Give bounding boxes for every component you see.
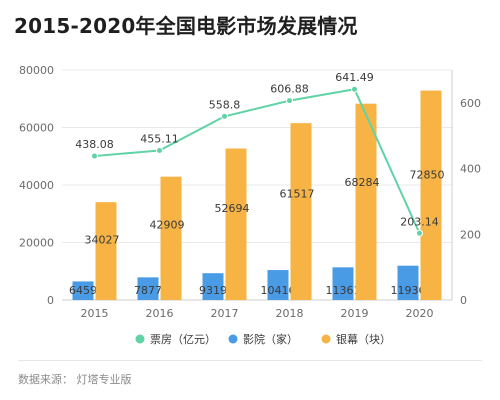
source-note: 数据来源： 灯塔专业版 (18, 373, 132, 386)
bar-cinema (72, 281, 94, 300)
x-tick-label: 2018 (276, 307, 304, 320)
bar-cinema-label: 6459 (69, 284, 97, 297)
bar-cinema-label: 11936 (391, 284, 426, 297)
bar-screens-label: 42909 (150, 218, 185, 231)
y-left-tick-label: 80000 (19, 64, 54, 77)
bar-screens (160, 176, 182, 300)
box-office-point (91, 152, 98, 160)
y-left-tick-label: 40000 (19, 179, 54, 192)
legend-label: 银幕（块） (336, 332, 391, 346)
box-office-label: 438.08 (75, 138, 114, 151)
y-left-tick-label: 60000 (19, 122, 54, 135)
bar-cinema-label: 7877 (134, 284, 162, 297)
bar-cinema (332, 267, 354, 300)
bar-cinema (202, 273, 224, 300)
bar-cinema-label: 11361 (326, 284, 361, 297)
bar-screens-label: 72850 (410, 169, 445, 182)
box-office-label: 455.11 (140, 132, 179, 145)
y-left-tick-label: 20000 (19, 237, 54, 250)
box-office-point (286, 97, 293, 105)
bar-screens (290, 123, 312, 300)
box-office-label: 203.14 (400, 215, 439, 228)
chart-area: 0 20000 40000 60000 80000 0 200 400 600 2015 6459 3… (0, 52, 500, 372)
box-office-point (156, 146, 163, 154)
y-right-tick-label: 600 (460, 97, 481, 110)
y-left-tick-label: 0 (47, 294, 54, 307)
legend-label: 影院（家） (243, 332, 298, 346)
bar-cinema (397, 265, 419, 300)
bar-screens-label: 52694 (215, 202, 250, 215)
legend-marker (135, 334, 145, 344)
bar-screens (355, 103, 377, 300)
legend-label: 票房（亿元） (150, 333, 216, 346)
chart-title: 2015-2020年全国电影市场发展情况 (14, 14, 358, 38)
bar-cinema-label: 9319 (199, 284, 227, 297)
box-office-point (351, 85, 358, 93)
bar-screens (95, 202, 117, 300)
x-tick-label: 2015 (81, 307, 109, 320)
box-office-point (221, 112, 228, 120)
bar-screens-label: 68284 (345, 176, 380, 189)
y-right-tick-label: 0 (460, 294, 467, 307)
box-office-line (94, 88, 421, 234)
box-office-label: 558.8 (209, 98, 241, 111)
legend-marker (321, 334, 331, 344)
bar-screens (420, 90, 442, 301)
x-tick-label: 2020 (406, 307, 434, 320)
bar-cinema (267, 270, 289, 300)
x-tick-label: 2016 (146, 307, 174, 320)
bar-cinema (137, 277, 159, 300)
box-office-point (416, 229, 423, 237)
bar-screens-label: 61517 (280, 187, 315, 200)
x-tick-label: 2019 (341, 307, 369, 320)
y-right-tick-label: 200 (460, 228, 481, 241)
box-office-label: 606.88 (270, 83, 309, 96)
bar-screens (225, 148, 247, 300)
x-tick-label: 2017 (211, 307, 239, 320)
divider (18, 360, 482, 361)
legend-marker (228, 334, 238, 344)
y-right-tick-label: 400 (460, 163, 481, 176)
box-office-label: 641.49 (335, 71, 374, 84)
chart-svg: 0 20000 40000 60000 80000 0 200 400 600 2015 6459 3… (19, 64, 481, 346)
bar-cinema-label: 10416 (261, 284, 296, 297)
bar-screens-label: 34027 (85, 233, 120, 246)
